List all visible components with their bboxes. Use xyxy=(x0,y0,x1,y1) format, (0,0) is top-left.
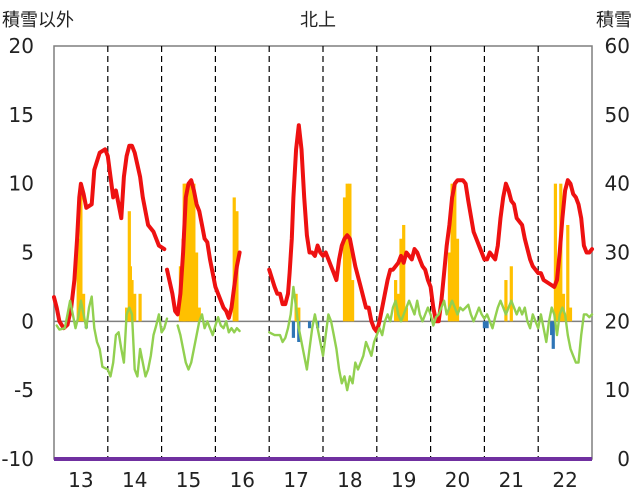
bar xyxy=(450,183,454,322)
left-tick-label: 10 xyxy=(9,172,34,196)
bar xyxy=(350,280,355,322)
x-tick-label: 21 xyxy=(499,468,524,492)
right-tick-label: 50 xyxy=(605,103,630,127)
bar xyxy=(550,321,554,336)
bar xyxy=(186,183,191,322)
right-tick-label: 0 xyxy=(617,447,630,471)
bar xyxy=(184,183,188,322)
bar xyxy=(189,183,193,322)
x-tick-label: 16 xyxy=(230,468,255,492)
bar xyxy=(509,266,513,322)
grid xyxy=(54,46,592,459)
bar xyxy=(291,321,296,338)
bar xyxy=(455,238,460,322)
x-tick-label: 13 xyxy=(68,468,93,492)
left-tick-label: 20 xyxy=(9,34,34,58)
bar xyxy=(566,224,570,322)
bar xyxy=(485,321,489,329)
x-axis: 13 14 15 16 17 18 19 20 21 22 xyxy=(68,468,578,492)
bar xyxy=(307,321,312,329)
bar xyxy=(345,183,349,322)
x-tick-label: 22 xyxy=(552,468,577,492)
left-tick-label: 0 xyxy=(21,309,34,333)
right-tick-label: 10 xyxy=(605,378,630,402)
bar xyxy=(404,307,408,322)
bar xyxy=(402,224,406,322)
x-tick-label: 14 xyxy=(122,468,147,492)
bar xyxy=(79,183,83,322)
right-tick-label: 40 xyxy=(605,172,630,196)
bar xyxy=(342,197,347,322)
chart-title: 北上 xyxy=(300,10,336,31)
bar xyxy=(128,266,132,322)
bar xyxy=(197,307,201,322)
bar xyxy=(553,183,558,322)
bar xyxy=(482,321,486,329)
bar xyxy=(130,280,134,322)
bar xyxy=(551,321,555,349)
bar xyxy=(232,197,236,322)
bar xyxy=(133,293,137,322)
left-axis-label: 積雪以外 xyxy=(2,10,74,31)
bar xyxy=(504,280,508,322)
bar xyxy=(348,183,352,322)
line-series xyxy=(52,123,594,461)
other-line xyxy=(176,313,241,371)
other-line xyxy=(55,295,169,378)
bar xyxy=(194,252,199,322)
snow-depth-line xyxy=(267,123,594,334)
x-tick-label: 19 xyxy=(391,468,416,492)
x-tick-label: 20 xyxy=(445,468,470,492)
left-axis: 20 15 10 5 0 -5 -10 xyxy=(1,34,34,471)
bar xyxy=(396,293,400,322)
bar xyxy=(297,307,301,322)
left-tick-label: -10 xyxy=(1,447,34,471)
right-axis-label: 積雪 xyxy=(596,10,632,31)
bar xyxy=(447,252,452,322)
bar-series xyxy=(76,183,573,349)
right-tick-label: 60 xyxy=(605,34,630,58)
left-tick-label: 15 xyxy=(9,103,34,127)
snow-depth-line xyxy=(52,143,167,331)
bar xyxy=(568,307,573,322)
right-tick-label: 20 xyxy=(605,309,630,333)
left-tick-label: 5 xyxy=(21,241,34,265)
x-tick-label: 17 xyxy=(283,468,308,492)
other-line xyxy=(268,285,594,392)
bar xyxy=(192,183,196,322)
bar xyxy=(399,238,403,322)
left-tick-label: -5 xyxy=(14,378,34,402)
bar xyxy=(138,293,142,322)
snow-depth-line xyxy=(165,178,242,320)
right-axis: 60 50 40 30 20 10 0 xyxy=(605,34,630,471)
bar xyxy=(453,183,457,322)
x-tick-label: 15 xyxy=(176,468,201,492)
bar xyxy=(556,266,560,322)
bar xyxy=(76,238,80,322)
right-tick-label: 30 xyxy=(605,241,630,265)
bar xyxy=(81,293,86,322)
x-tick-label: 18 xyxy=(337,468,362,492)
